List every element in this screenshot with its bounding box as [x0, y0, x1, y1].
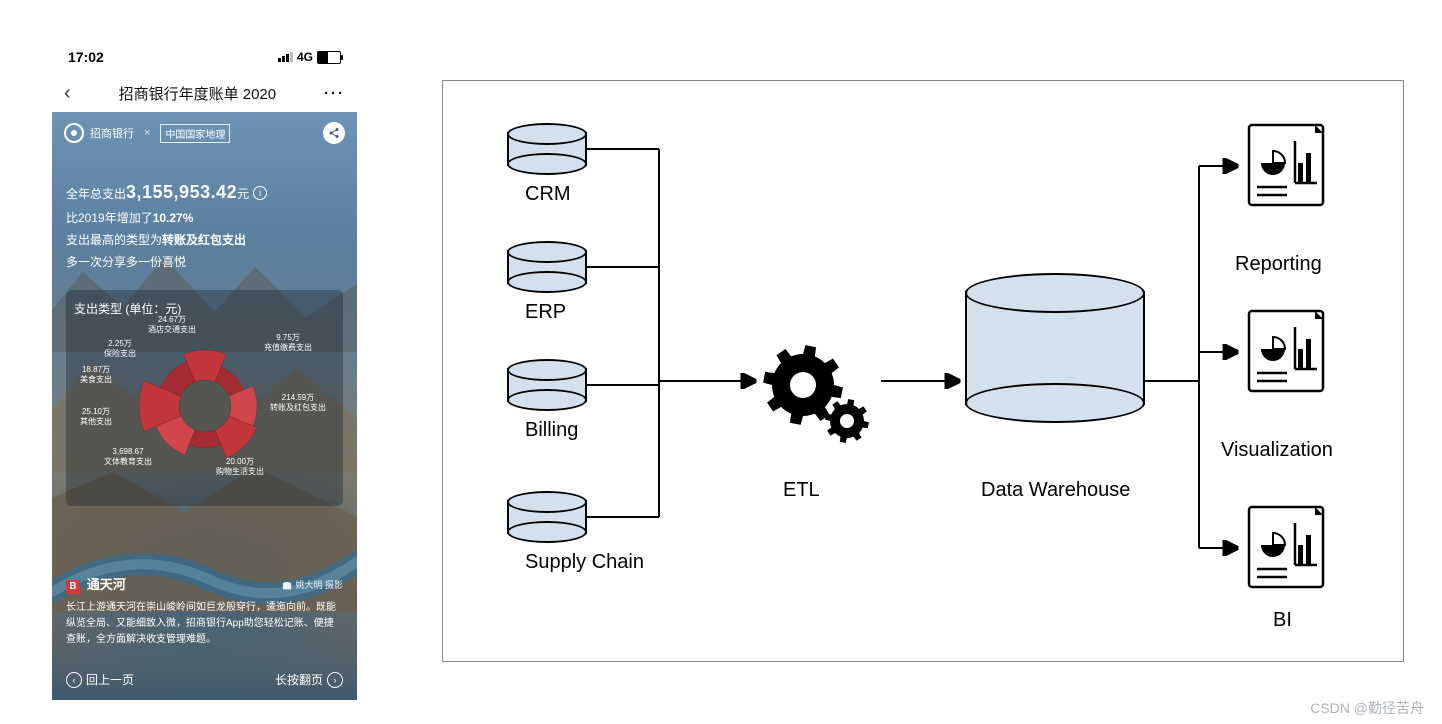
caption-box: B 通天河 姚大明 摄影 长江上游通天河在崇山峻岭间如巨龙般穿行，逶迤向前。既能…	[66, 575, 343, 648]
architecture-diagram: CRMERPBillingSupply ChainData Warehouse …	[442, 80, 1404, 662]
donut-slice-label: 25.10万其他支出	[80, 407, 112, 427]
stat-line3-bold: 转账及红包支出	[162, 233, 246, 247]
diagram-label: Billing	[525, 419, 578, 442]
donut-title: 支出类型 (单位：元)	[74, 300, 335, 317]
info-icon[interactable]: i	[253, 186, 267, 200]
diagram-label: CRM	[525, 183, 571, 206]
gear-icon	[761, 343, 881, 453]
stat-line3-prefix: 支出最高的类型为	[66, 233, 162, 247]
phone-mockup: 17:02 4G ‹ 招商银行年度账单 2020 ···	[52, 40, 357, 700]
stat-line2-prefix: 比2019年增加了	[66, 211, 153, 225]
prev-page-button[interactable]: ‹ 回上一页	[66, 671, 134, 688]
battery-icon	[317, 51, 341, 64]
stat-amount: 3,155,953.42	[126, 182, 237, 202]
hero-image: 招商银行 × 中国国家地理 全年总支出3,155,953.42元i 比2019年…	[52, 112, 357, 700]
bank-logo-icon	[64, 123, 84, 143]
chevron-right-icon: ›	[327, 672, 343, 688]
stats-block: 全年总支出3,155,953.42元i 比2019年增加了10.27% 支出最高…	[66, 176, 343, 273]
partner-name: 中国国家地理	[160, 124, 230, 143]
donut-slice-label: 2.25万保险支出	[104, 339, 136, 359]
donut-slice-label: 24.67万酒店交通支出	[148, 315, 196, 335]
signal-icon	[278, 52, 293, 62]
diagram-label: Supply Chain	[525, 551, 644, 574]
diagram-label: ERP	[525, 301, 566, 324]
watermark: CSDN @勤径苦舟	[1310, 698, 1424, 718]
database-icon	[507, 241, 587, 293]
share-icon	[328, 127, 340, 139]
data-warehouse-icon	[965, 273, 1145, 423]
diagram-label: ETL	[783, 479, 820, 502]
caption-photo-credit: 姚大明 摄影	[282, 578, 343, 592]
stat-percent: 10.27%	[153, 211, 194, 225]
caption-title: 通天河	[87, 577, 126, 592]
brand-row: 招商银行 × 中国国家地理	[64, 122, 345, 144]
chevron-left-icon: ‹	[66, 672, 82, 688]
more-icon[interactable]: ···	[324, 85, 345, 102]
nav-title: 招商银行年度账单 2020	[119, 83, 277, 104]
status-bar: 17:02 4G	[52, 40, 357, 74]
caption-badge: B	[66, 580, 80, 594]
donut-slice-label: 3,698.67文体教育支出	[104, 447, 152, 467]
back-icon[interactable]: ‹	[64, 83, 71, 103]
share-button[interactable]	[323, 122, 345, 144]
donut-slice-label: 214.59万转账及红包支出	[270, 393, 326, 413]
status-time: 17:02	[68, 49, 104, 65]
report-doc-icon	[1243, 123, 1329, 209]
donut-slice-label: 20.00万购物生活支出	[216, 457, 264, 477]
database-icon	[507, 491, 587, 543]
footer-row: ‹ 回上一页 长按翻页 ›	[66, 671, 343, 688]
brand-separator: ×	[144, 127, 150, 139]
status-network: 4G	[297, 50, 313, 64]
camera-icon	[282, 581, 292, 591]
stat-line1-suffix: 元	[237, 187, 249, 201]
diagram-label: Visualization	[1221, 439, 1333, 462]
bank-name: 招商银行	[90, 125, 134, 141]
diagram-label: BI	[1273, 609, 1292, 632]
next-page-button[interactable]: 长按翻页 ›	[275, 671, 343, 688]
caption-body: 长江上游通天河在崇山峻岭间如巨龙般穿行，逶迤向前。既能纵览全局、又能细致入微，招…	[66, 600, 343, 648]
nav-bar: ‹ 招商银行年度账单 2020 ···	[52, 74, 357, 112]
donut-slice-label: 9.75万充值缴费支出	[264, 333, 312, 353]
report-doc-icon	[1243, 309, 1329, 395]
stat-line1-prefix: 全年总支出	[66, 187, 126, 201]
stat-line4: 多一次分享多一份喜悦	[66, 252, 343, 274]
donut-slice-label: 18.87万美食支出	[80, 365, 112, 385]
donut-card: 支出类型 (单位：元) 24.67万酒店交通支出 2.25万保险支出 18.87万美…	[66, 290, 343, 506]
report-doc-icon	[1243, 505, 1329, 591]
database-icon	[507, 123, 587, 175]
diagram-label: Data Warehouse	[981, 479, 1130, 502]
database-icon	[507, 359, 587, 411]
diagram-label: Reporting	[1235, 253, 1322, 276]
donut-chart: 24.67万酒店交通支出2.25万保险支出18.87万美食支出25.10万其他支…	[74, 321, 335, 491]
